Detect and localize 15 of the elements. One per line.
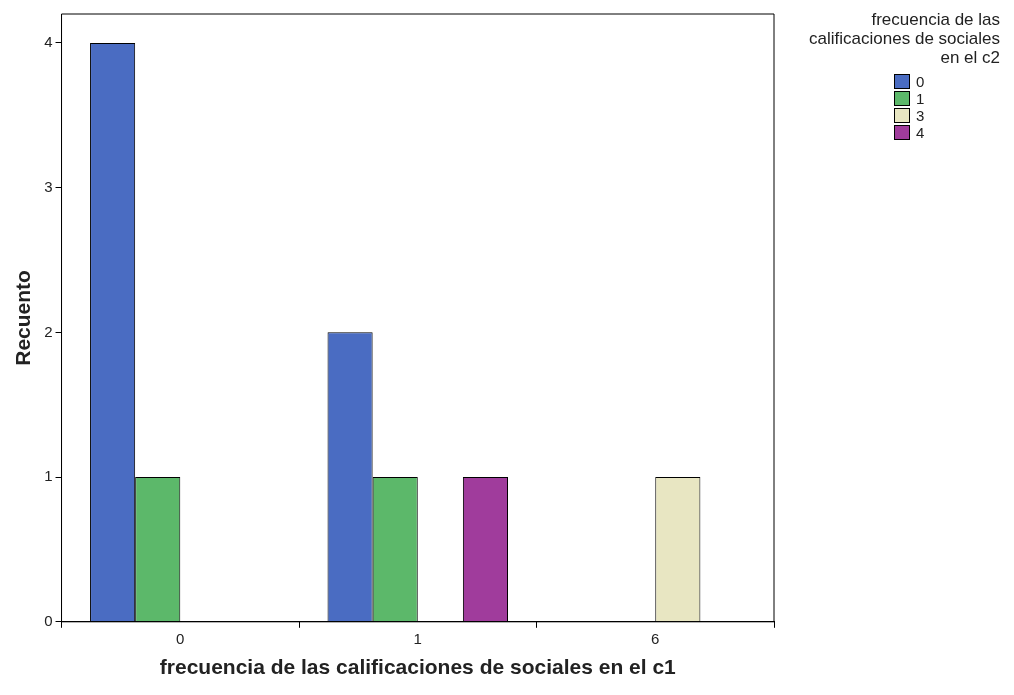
y-tick-label: 0: [44, 611, 53, 629]
y-tick-label: 2: [44, 322, 53, 340]
legend-label: 0: [916, 73, 925, 90]
y-tick-label: 1: [44, 467, 53, 485]
x-tick-label: 0: [176, 629, 185, 647]
x-axis-title: frecuencia de las calificaciones de sociales en el c1: [159, 655, 677, 679]
legend-title: frecuencia de las calificaciones de sociales en el c2: [808, 10, 1000, 67]
legend-label: 1: [916, 90, 925, 107]
x-tick-label: 1: [413, 629, 422, 647]
legend-label: 3: [916, 107, 925, 124]
y-tick-label: 3: [44, 177, 53, 195]
x-tick-label: 6: [651, 629, 660, 647]
legend-label: 4: [916, 124, 925, 141]
y-axis-title: Recuento: [11, 270, 35, 366]
y-tick-label: 4: [44, 33, 53, 51]
